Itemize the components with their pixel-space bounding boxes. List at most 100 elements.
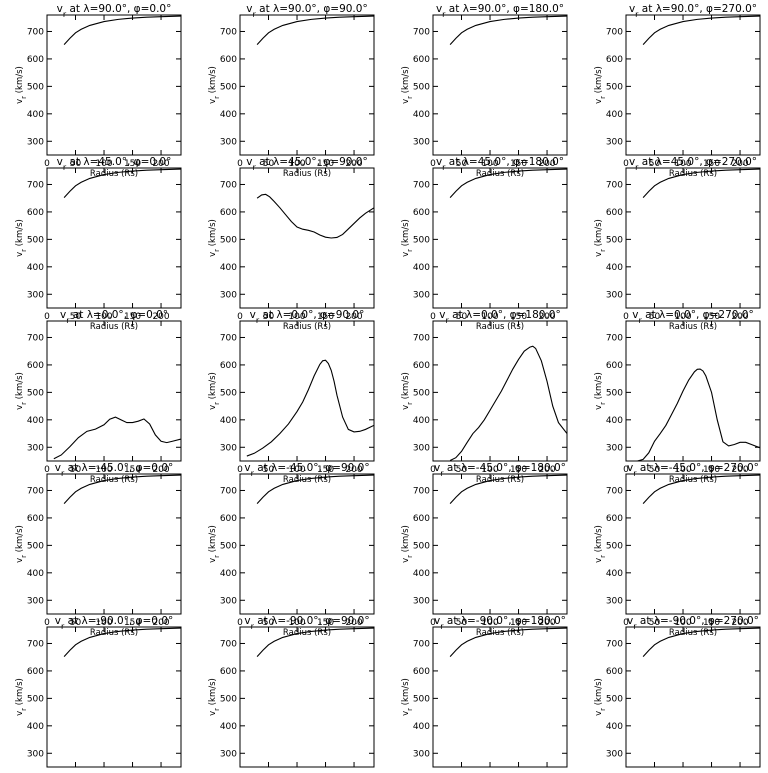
x-axis-label: Radius (Rs) <box>283 628 331 638</box>
x-tick-label: 200 <box>538 465 555 475</box>
chart-title: vr at λ=-90.0°, φ=270.0° <box>627 615 759 631</box>
x-axis-label: Radius (Rs) <box>476 169 524 179</box>
x-tick-label: 0 <box>430 312 436 322</box>
chart-title: vr at λ=45.0°, φ=0.0° <box>57 156 172 172</box>
series-line <box>449 474 568 505</box>
y-tick-label: 500 <box>220 82 237 92</box>
series-line <box>53 416 182 460</box>
y-tick-label: 500 <box>220 235 237 245</box>
y-axis-label: vr (km/s) <box>401 525 414 563</box>
y-tick-label: 500 <box>606 541 623 551</box>
y-tick-label: 400 <box>606 110 623 120</box>
y-axis-label: vr (km/s) <box>594 372 607 410</box>
series-line <box>449 168 568 199</box>
x-tick-label: 50 <box>649 312 661 322</box>
x-tick-label: 50 <box>70 159 82 169</box>
x-tick-label: 200 <box>345 312 362 322</box>
series-line <box>63 15 182 46</box>
x-axis-label: Radius (Rs) <box>476 475 524 485</box>
plot-frame <box>46 473 182 615</box>
x-tick-label: 0 <box>430 618 436 628</box>
x-tick-label: 150 <box>317 618 334 628</box>
x-tick-label: 50 <box>70 465 82 475</box>
series-line <box>63 474 182 505</box>
x-tick-label: 0 <box>237 159 243 169</box>
y-axis-label: vr (km/s) <box>401 66 414 104</box>
chart-title: vr at λ=90.0°, φ=90.0° <box>246 3 367 19</box>
x-tick-label: 200 <box>345 465 362 475</box>
y-tick-label: 600 <box>220 514 237 524</box>
chart-title: vr at λ=-45.0°, φ=0.0° <box>55 462 174 478</box>
y-axis-label: vr (km/s) <box>208 372 221 410</box>
y-tick-label: 300 <box>27 290 44 300</box>
x-tick-label: 200 <box>731 159 748 169</box>
x-tick-label: 100 <box>481 159 498 169</box>
x-tick-label: 50 <box>70 312 82 322</box>
x-axis-label: Radius (Rs) <box>283 322 331 332</box>
chart-title: vr at λ=90.0°, φ=0.0° <box>57 3 172 19</box>
y-tick-label: 300 <box>413 749 430 759</box>
chart-title: vr at λ=0.0°, φ=180.0° <box>439 309 560 325</box>
y-tick-label: 700 <box>220 27 237 37</box>
x-tick-label: 150 <box>510 312 527 322</box>
plot-frame <box>432 320 568 462</box>
x-tick-label: 100 <box>481 465 498 475</box>
y-tick-label: 700 <box>606 27 623 37</box>
y-tick-label: 400 <box>606 722 623 732</box>
y-tick-label: 300 <box>606 443 623 453</box>
y-tick-label: 700 <box>606 639 623 649</box>
x-tick-label: 100 <box>481 618 498 628</box>
y-tick-label: 300 <box>413 137 430 147</box>
series-line <box>642 627 761 658</box>
subplot-4: 0 50 100 150 200 300 400 500 600 700 vr at λ=90.0°… <box>594 3 761 179</box>
y-tick-label: 400 <box>606 569 623 579</box>
x-tick-label: 100 <box>674 465 691 475</box>
y-axis-label: vr (km/s) <box>15 66 28 104</box>
y-tick-label: 400 <box>27 110 44 120</box>
chart-title: vr at λ=90.0°, φ=270.0° <box>629 3 757 19</box>
y-axis-label: vr (km/s) <box>594 219 607 257</box>
series-line <box>642 15 761 46</box>
plot-frame <box>625 167 761 309</box>
y-tick-label: 600 <box>27 208 44 218</box>
x-tick-label: 200 <box>345 618 362 628</box>
y-axis-label: vr (km/s) <box>594 678 607 716</box>
chart-title: vr at λ=45.0°, φ=180.0° <box>436 156 564 172</box>
plot-frame <box>432 626 568 768</box>
chart-title: vr at λ=-45.0°, φ=180.0° <box>434 462 566 478</box>
y-tick-label: 700 <box>27 639 44 649</box>
x-tick-label: 0 <box>237 618 243 628</box>
x-tick-label: 100 <box>288 312 305 322</box>
x-tick-label: 200 <box>731 618 748 628</box>
y-tick-label: 600 <box>606 55 623 65</box>
y-tick-label: 300 <box>27 443 44 453</box>
x-tick-label: 200 <box>152 312 169 322</box>
plot-frame <box>432 473 568 615</box>
x-tick-label: 50 <box>263 159 275 169</box>
y-tick-label: 700 <box>27 27 44 37</box>
series-line <box>637 368 761 462</box>
y-tick-label: 700 <box>413 333 430 343</box>
y-tick-label: 400 <box>413 263 430 273</box>
series-line <box>642 168 761 199</box>
chart-title: vr at λ=-90.0°, φ=0.0° <box>55 615 174 631</box>
plot-frame <box>239 167 375 309</box>
series-line <box>256 474 375 505</box>
y-tick-label: 600 <box>27 667 44 677</box>
x-tick-label: 0 <box>44 312 50 322</box>
x-tick-label: 200 <box>731 465 748 475</box>
plot-frame <box>625 14 761 156</box>
series-line <box>256 627 375 658</box>
y-tick-label: 600 <box>413 514 430 524</box>
x-tick-label: 100 <box>288 465 305 475</box>
x-tick-label: 50 <box>70 618 82 628</box>
y-tick-label: 600 <box>220 208 237 218</box>
y-tick-label: 300 <box>606 596 623 606</box>
y-tick-label: 500 <box>413 694 430 704</box>
y-tick-label: 700 <box>220 639 237 649</box>
